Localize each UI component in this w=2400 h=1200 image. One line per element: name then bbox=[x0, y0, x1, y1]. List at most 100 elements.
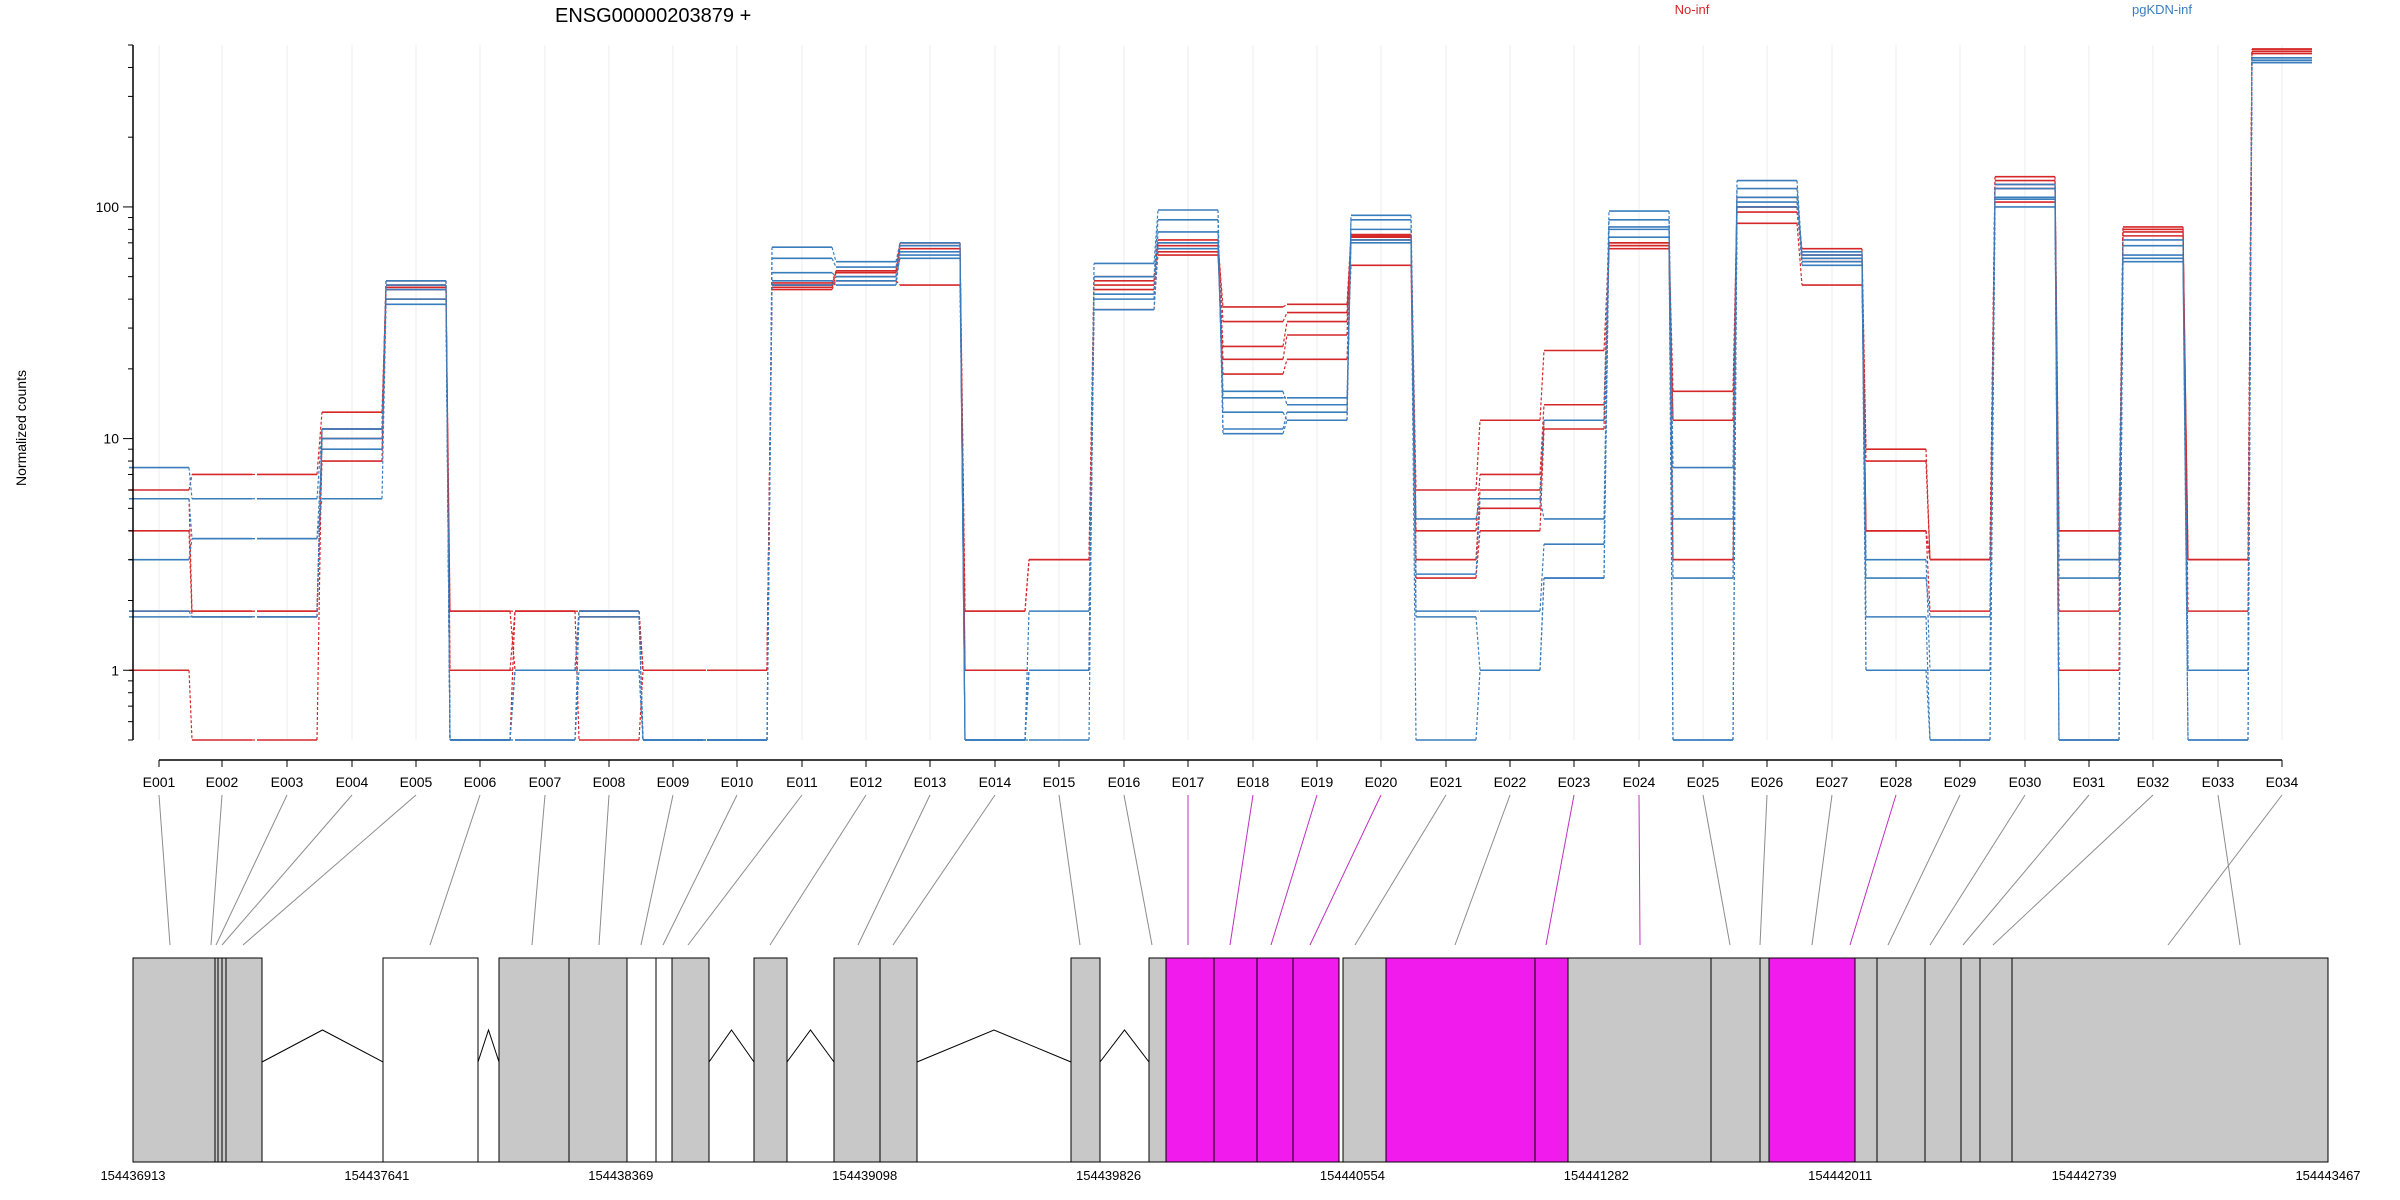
series-4-link-8 bbox=[638, 616, 644, 671]
series-6-link-16 bbox=[1153, 209, 1159, 264]
series-6-link-25 bbox=[1732, 180, 1738, 468]
connector-e008 bbox=[598, 794, 610, 946]
series-4 bbox=[129, 52, 2312, 672]
series-2 bbox=[129, 50, 2312, 672]
exon-block-e032 bbox=[1979, 957, 2013, 1163]
series-10-link-29 bbox=[1989, 206, 1996, 741]
series-7-link-27 bbox=[1861, 258, 1867, 579]
series-8-link-24 bbox=[1668, 229, 1674, 579]
intron-5 bbox=[916, 1029, 1072, 1063]
x-tick-label-e023: E023 bbox=[1558, 774, 1591, 790]
x-tick-label-e014: E014 bbox=[979, 774, 1012, 790]
exon-block-e008 bbox=[568, 957, 628, 1163]
series-10-link-32 bbox=[2182, 258, 2189, 741]
series-8-link-11 bbox=[831, 272, 837, 278]
x-tick-label-e015: E015 bbox=[1043, 774, 1076, 790]
series-5-link-1 bbox=[188, 670, 193, 741]
series-2-link-11 bbox=[831, 276, 837, 288]
connector-e016 bbox=[1123, 794, 1153, 946]
connector-e002 bbox=[210, 794, 223, 946]
series-10-link-26 bbox=[1796, 206, 1803, 252]
connector-e009 bbox=[640, 794, 674, 946]
coordinate-label: 154439098 bbox=[832, 1168, 897, 1183]
coordinate-label: 154437641 bbox=[344, 1168, 409, 1183]
x-tick-label-e020: E020 bbox=[1365, 774, 1398, 790]
connector-e005 bbox=[242, 794, 417, 946]
series-6 bbox=[129, 57, 2312, 741]
intron-4 bbox=[786, 1029, 835, 1063]
connector-e010 bbox=[662, 794, 738, 946]
connector-e034 bbox=[2167, 794, 2283, 946]
series-10-link-24 bbox=[1668, 226, 1674, 741]
series-10-link-17 bbox=[1217, 248, 1224, 392]
series-8-link-3 bbox=[316, 498, 323, 539]
exon-block-e027 bbox=[1768, 957, 1856, 1163]
series-2-link-21 bbox=[1475, 474, 1481, 531]
series-2-link-1 bbox=[188, 498, 193, 612]
x-tick-label-e009: E009 bbox=[657, 774, 690, 790]
coordinate-label: 154440554 bbox=[1320, 1168, 1385, 1183]
connector-e012 bbox=[769, 794, 867, 946]
connector-e015 bbox=[1058, 794, 1081, 946]
series-10 bbox=[129, 57, 2312, 741]
intron-1 bbox=[261, 1029, 384, 1063]
exon-block-e018 bbox=[1213, 957, 1258, 1163]
x-tick-label-e013: E013 bbox=[914, 774, 947, 790]
axes: 1 10 100 E001 E002 E003 E004 E005 E006 E007 E008 E0… bbox=[96, 44, 2299, 790]
exon-block-e025 bbox=[1710, 957, 1761, 1163]
series-1 bbox=[129, 48, 2312, 672]
y-tick-label: 100 bbox=[96, 199, 120, 215]
series-8-link-14 bbox=[1024, 611, 1030, 741]
series-9-link-16 bbox=[1153, 242, 1159, 295]
series-6-link-28 bbox=[1925, 559, 1931, 671]
series-3-link-15 bbox=[1088, 285, 1095, 560]
series-4-link-12 bbox=[895, 280, 901, 286]
exon-block-e030 bbox=[1924, 957, 1962, 1163]
exon-block-e028 bbox=[1854, 957, 1878, 1163]
series-10-link-21 bbox=[1475, 670, 1481, 741]
connector-e024 bbox=[1638, 794, 1641, 946]
y-tick-label: 1 bbox=[111, 662, 119, 678]
series-4-link-11 bbox=[831, 280, 837, 290]
legend-pgkdn-inf: pgKDN-inf bbox=[2132, 2, 2192, 17]
series-2-link-20 bbox=[1410, 237, 1417, 531]
series-5-link-18 bbox=[1282, 334, 1288, 360]
series-5-link-11 bbox=[831, 272, 837, 286]
exon-block-e006 bbox=[382, 957, 479, 1163]
series-10-link-14 bbox=[1024, 670, 1030, 741]
series-3-link-14 bbox=[1024, 559, 1030, 612]
exon-block-e017 bbox=[1165, 957, 1215, 1163]
series-9-link-21 bbox=[1475, 616, 1481, 671]
series-10-link-33 bbox=[2247, 57, 2253, 741]
series-8-link-12 bbox=[895, 258, 901, 277]
series-5-link-21 bbox=[1475, 489, 1481, 560]
connector-e022 bbox=[1454, 794, 1511, 946]
x-tick-label-e030: E030 bbox=[2009, 774, 2042, 790]
exon-block-e022 bbox=[1385, 957, 1536, 1163]
x-tick-label-e032: E032 bbox=[2137, 774, 2170, 790]
series-1-link-21 bbox=[1475, 420, 1481, 491]
series-10-link-10 bbox=[766, 285, 773, 741]
exon-block-e009 bbox=[626, 957, 657, 1163]
series-8-link-1 bbox=[188, 538, 193, 560]
series-5-link-12 bbox=[895, 242, 901, 273]
series-4-link-26 bbox=[1796, 223, 1803, 286]
series-7-link-11 bbox=[831, 258, 837, 268]
x-tick-label-e010: E010 bbox=[721, 774, 754, 790]
coordinate-label: 154443467 bbox=[2295, 1168, 2360, 1183]
series-3-link-24 bbox=[1668, 242, 1674, 421]
series-7-link-28 bbox=[1925, 578, 1931, 617]
series-7-link-12 bbox=[895, 245, 901, 268]
x-tick-label-e001: E001 bbox=[143, 774, 176, 790]
series-1-link-23 bbox=[1603, 242, 1610, 351]
series-10-link-3 bbox=[316, 428, 323, 617]
series-10-link-1 bbox=[188, 610, 193, 618]
exon-block-e034 bbox=[2011, 957, 2329, 1163]
series-3-link-19 bbox=[1346, 239, 1352, 322]
exon-block-e012 bbox=[753, 957, 788, 1163]
series-9-link-19 bbox=[1346, 239, 1352, 398]
connector-e021 bbox=[1354, 794, 1447, 946]
connector-e032 bbox=[1992, 794, 2154, 946]
coordinate-label: 154436913 bbox=[100, 1168, 165, 1183]
series-7-link-26 bbox=[1796, 188, 1803, 259]
